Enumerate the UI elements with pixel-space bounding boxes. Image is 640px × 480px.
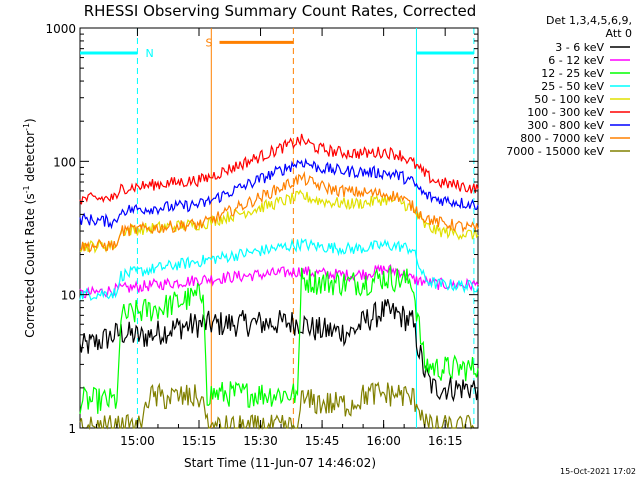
state-bar-label-1: S [206,36,213,49]
y-tick-label-3: 1000 [45,22,76,36]
legend-header-line-1: Det 1,3,4,5,6,9, [546,14,632,27]
y-tick-label-2: 100 [53,155,76,169]
chart-title: RHESSI Observing Summary Count Rates, Co… [84,2,477,20]
series-line-8 [79,381,478,431]
series-line-4 [79,189,479,254]
legend-header-line-2: Att 0 [606,27,632,40]
series-line-2 [79,264,479,415]
y-label-part-2: detector [23,131,37,186]
x-tick-label-0: 15:00 [120,434,155,448]
x-axis-ticks: 15:00 15:15 15:30 15:45 16:00 16:15 [95,28,467,448]
legend-label-0: 3 - 6 keV [555,41,604,54]
attenuator-bars: NS [80,36,474,60]
x-axis-label: Start Time (11-Jun-07 14:46:02) [184,456,376,470]
y-label-sup-1: -1 [22,185,31,193]
series-lines [79,133,479,431]
legend-label-6: 300 - 800 keV [527,119,604,132]
legend-label-2: 12 - 25 keV [541,67,604,80]
legend-label-4: 50 - 100 keV [534,93,604,106]
series-line-7 [79,170,479,254]
y-axis-ticks: 1 10 100 1000 [45,22,478,436]
series-line-1 [79,263,479,299]
legend-label-3: 25 - 50 keV [541,80,604,93]
series-line-0 [79,299,479,403]
y-tick-label-1: 10 [61,289,76,303]
series-line-6 [79,157,479,230]
legend-label-7: 800 - 7000 keV [520,132,604,145]
x-tick-label-2: 15:30 [243,434,278,448]
plot-frame [79,27,479,429]
series-line-5 [79,133,479,205]
x-tick-label-5: 16:15 [428,434,463,448]
y-axis-label: Corrected Count Rate (s-1 detector-1) [22,118,37,337]
x-tick-label-4: 16:00 [366,434,401,448]
x-tick-label-1: 15:15 [182,434,217,448]
y-label-part-1: Corrected Count Rate (s [23,193,37,337]
legend-label-5: 100 - 300 keV [527,106,604,119]
y-label-sup-2: -1 [22,123,31,131]
timestamp: 15-Oct-2021 17:02 [560,467,636,476]
y-label-part-3: ) [23,118,37,123]
state-bar-label-0: N [145,47,153,60]
legend-label-8: 7000 - 15000 keV [506,145,604,158]
x-tick-label-3: 15:45 [305,434,340,448]
legend-label-1: 6 - 12 keV [548,54,604,67]
series-line-3 [79,237,479,301]
instrument-state-lines [136,28,475,428]
y-tick-label-0: 1 [68,422,76,436]
